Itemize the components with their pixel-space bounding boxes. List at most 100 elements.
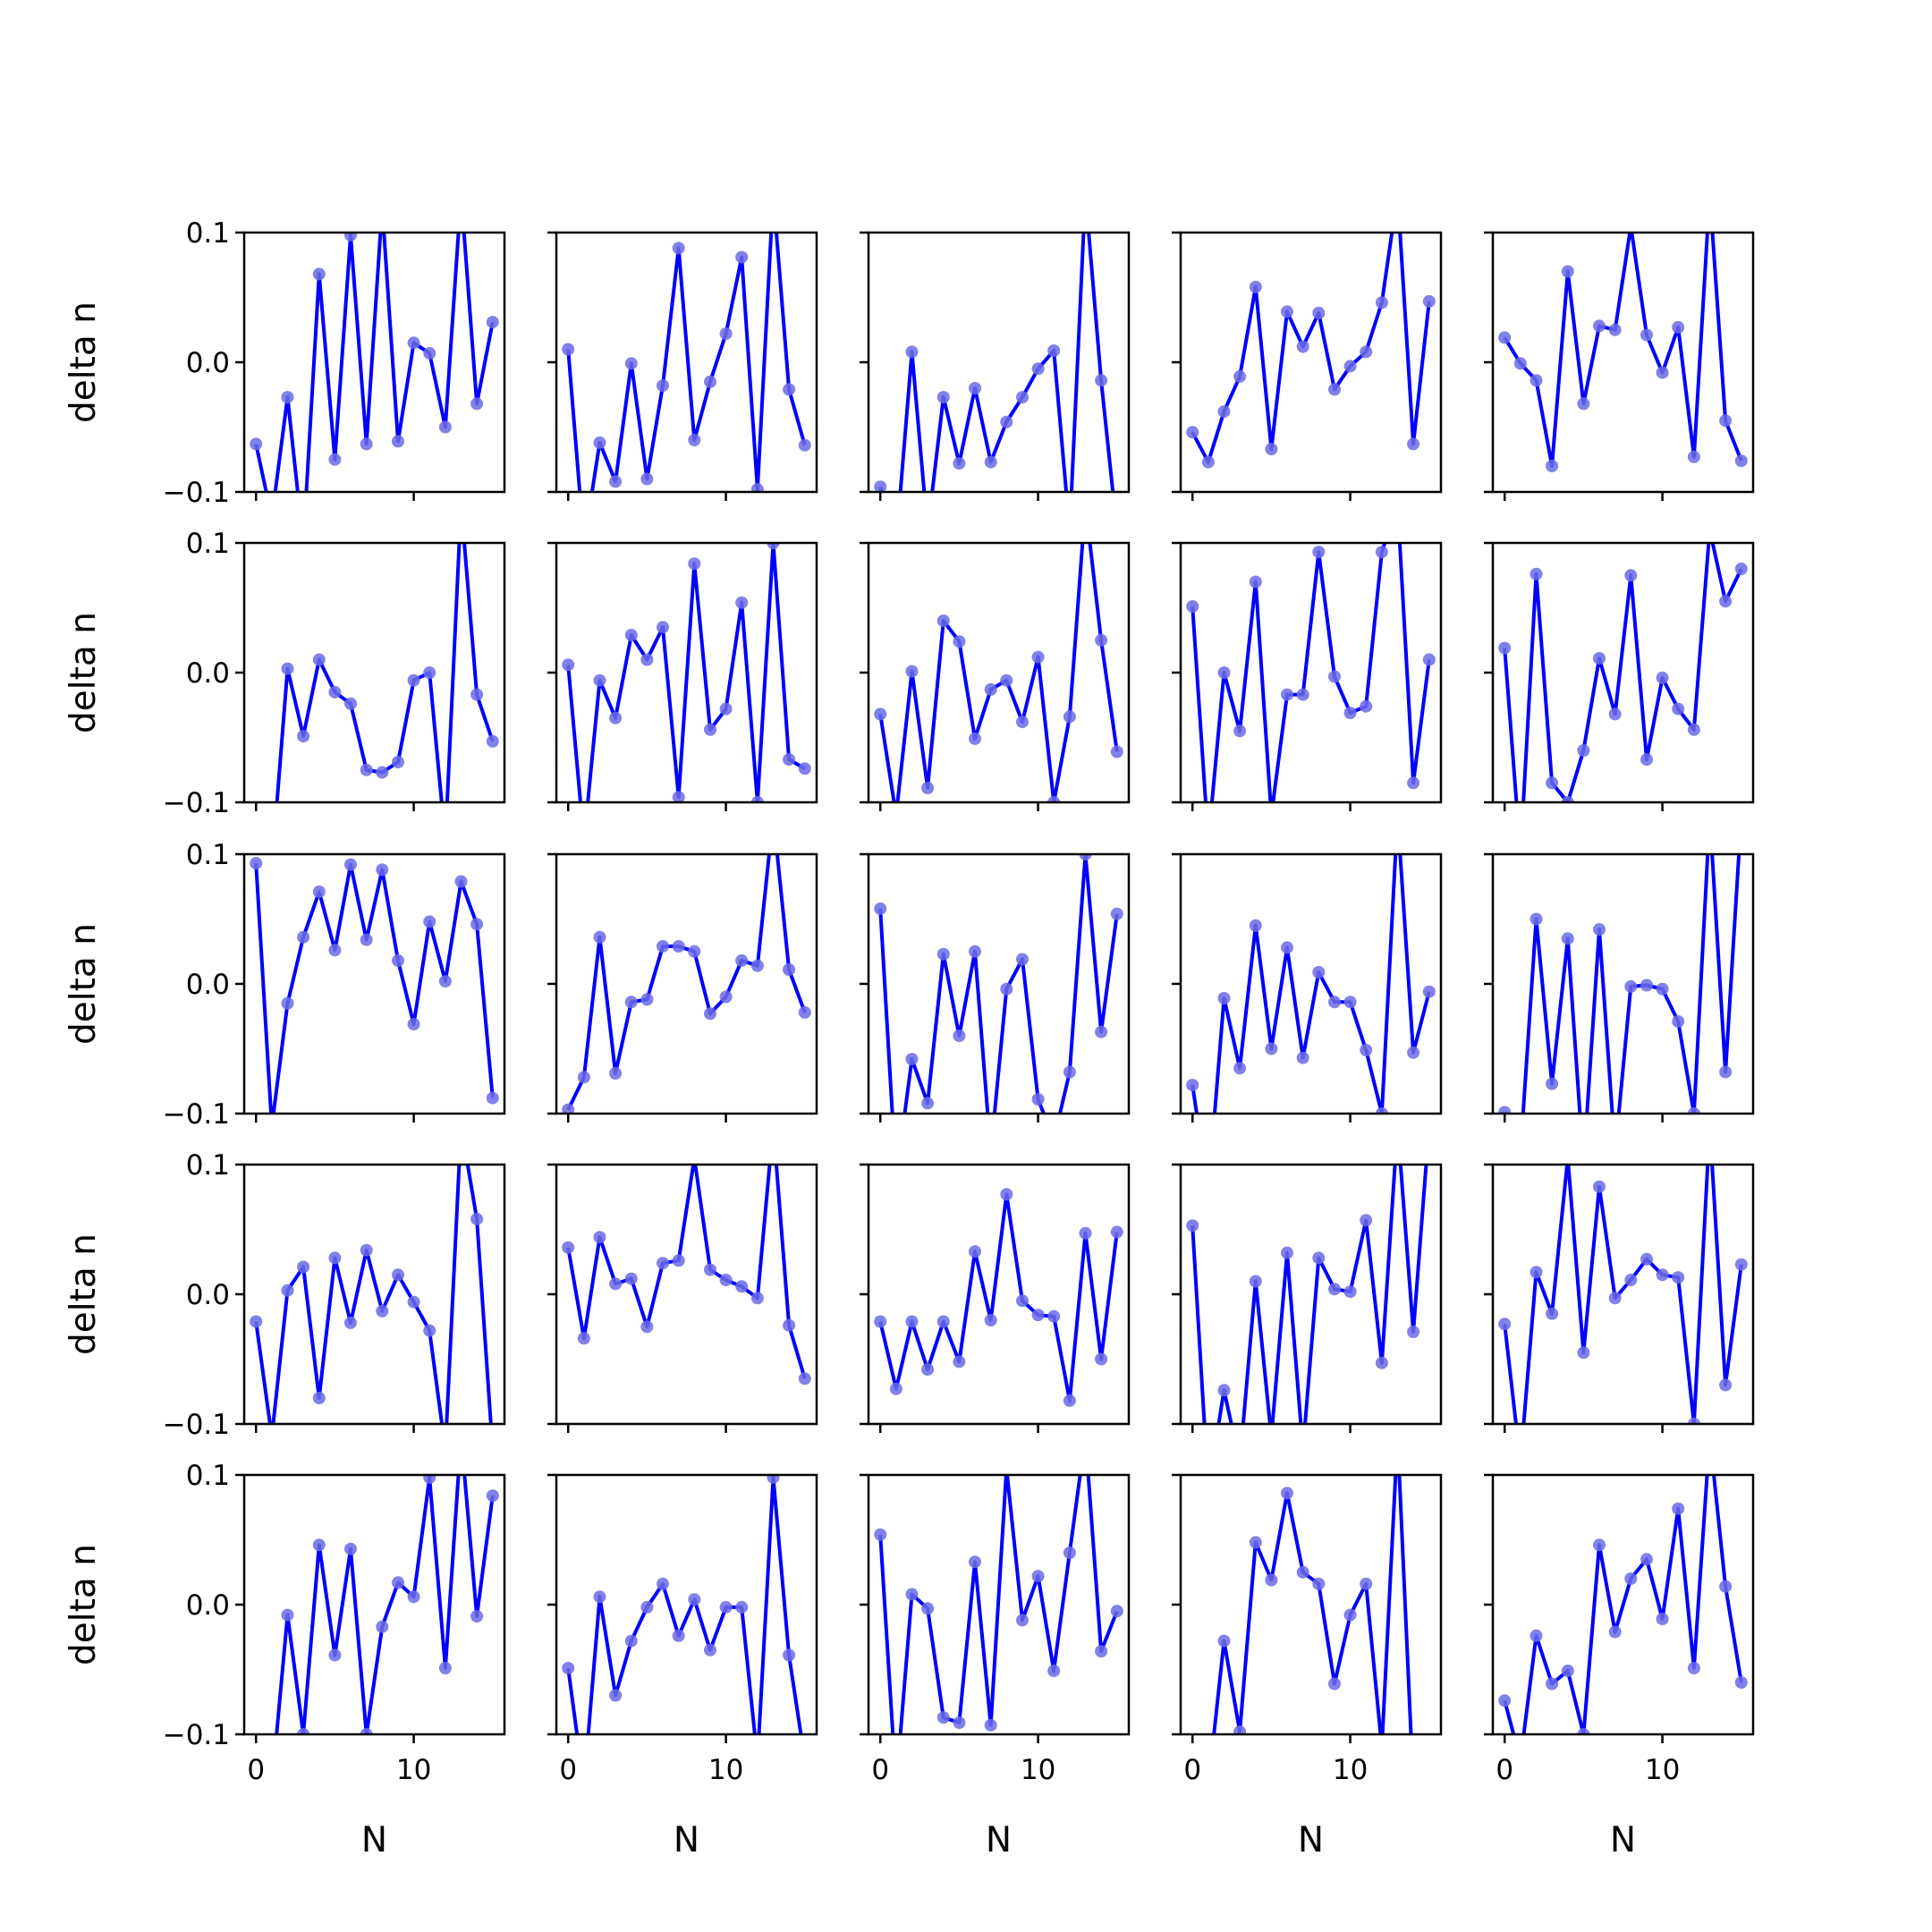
data-point — [1546, 776, 1559, 790]
data-point — [1360, 1577, 1373, 1590]
data-point — [1687, 450, 1700, 463]
data-point — [1376, 1741, 1388, 1754]
data-line — [566, 854, 807, 1111]
series-area — [1186, 854, 1436, 1198]
data-point — [1392, 1120, 1404, 1132]
data-point — [1719, 1065, 1733, 1079]
data-point — [798, 438, 811, 452]
data-point — [486, 734, 499, 748]
data-point — [1513, 357, 1527, 370]
y-tick-label: 0.0 — [186, 347, 230, 379]
data-line — [1503, 543, 1743, 802]
data-point — [1375, 546, 1388, 559]
data-point — [1593, 652, 1606, 665]
series-area — [1212, 1475, 1436, 1792]
subplot-r3-c4 — [1172, 852, 1443, 1198]
subplot-r5-c5: 0 10 N — [1484, 1430, 1755, 1860]
data-point — [1095, 1025, 1108, 1038]
data-point — [890, 1780, 902, 1792]
data-point — [984, 455, 997, 469]
data-point — [1423, 1780, 1436, 1792]
data-point — [783, 1318, 796, 1332]
data-point — [783, 383, 796, 396]
x-axis-label: N — [1610, 1820, 1636, 1860]
subplot-r1-c2 — [547, 231, 818, 501]
y-axis-label: delta n — [64, 1544, 104, 1665]
data-point — [297, 1260, 310, 1274]
data-point — [250, 835, 262, 848]
data-point — [1704, 1430, 1716, 1443]
data-point — [1672, 1502, 1685, 1515]
subplot-r1-c3 — [860, 231, 1131, 538]
data-point — [1343, 1608, 1357, 1622]
y-tick-label: −0.1 — [163, 787, 230, 819]
data-point — [1734, 454, 1748, 468]
data-point — [423, 1475, 436, 1484]
data-line — [1503, 1165, 1743, 1424]
data-point — [657, 379, 669, 393]
data-point — [1047, 796, 1061, 802]
series-area — [1498, 1165, 1748, 1424]
subplot-r4-c5 — [1484, 1163, 1755, 1433]
data-point — [438, 420, 452, 434]
data-point — [704, 375, 716, 388]
data-point — [1328, 1283, 1341, 1296]
data-point — [657, 1577, 669, 1590]
data-point — [1110, 1225, 1123, 1239]
axes-frame — [242, 1473, 506, 1736]
data-point — [1047, 1665, 1061, 1677]
data-point — [1640, 328, 1653, 342]
x-tick-label: 0 — [559, 1754, 577, 1786]
data-point — [704, 723, 716, 736]
data-point — [470, 1212, 484, 1225]
series-area — [1186, 1120, 1428, 1424]
data-point — [874, 902, 887, 915]
data-point — [921, 1363, 935, 1377]
data-point — [1530, 567, 1543, 580]
data-point — [328, 1251, 342, 1265]
series-area — [250, 1165, 493, 1424]
data-point — [905, 665, 919, 678]
data-point — [1217, 1384, 1231, 1397]
data-point — [562, 658, 575, 672]
data-point — [969, 1245, 981, 1258]
data-point — [1498, 331, 1512, 344]
data-point — [1577, 1728, 1590, 1734]
data-point — [1375, 1356, 1388, 1369]
data-point — [281, 1284, 294, 1297]
data-point — [1640, 753, 1653, 767]
data-point — [969, 732, 981, 745]
data-point — [562, 1662, 575, 1674]
data-point — [1047, 344, 1061, 357]
data-point — [767, 809, 780, 822]
data-point — [1202, 1185, 1215, 1198]
data-point — [1312, 1251, 1326, 1265]
data-point — [470, 1610, 484, 1623]
data-point — [1233, 1725, 1247, 1734]
data-point — [688, 1593, 701, 1606]
data-point — [1422, 294, 1436, 308]
data-point — [1498, 1318, 1512, 1331]
data-point — [593, 436, 606, 449]
data-point — [1360, 345, 1373, 359]
data-point — [1111, 525, 1123, 538]
data-point — [562, 1241, 575, 1254]
data-point — [1704, 188, 1716, 200]
data-point — [1407, 1326, 1420, 1338]
data-point — [312, 653, 326, 666]
data-point — [624, 1634, 638, 1648]
data-point — [657, 621, 669, 634]
data-point — [1687, 723, 1700, 736]
x-tick-label: 10 — [396, 1754, 431, 1786]
data-point — [486, 1091, 499, 1105]
data-line — [878, 1475, 1119, 1734]
data-point — [1312, 966, 1326, 979]
data-point — [905, 1588, 919, 1601]
data-point — [1201, 455, 1215, 469]
data-point — [936, 1315, 950, 1328]
data-point — [1000, 1188, 1013, 1201]
data-point — [376, 863, 389, 877]
data-point — [392, 1268, 404, 1282]
data-point — [328, 453, 342, 466]
data-point — [281, 662, 294, 675]
